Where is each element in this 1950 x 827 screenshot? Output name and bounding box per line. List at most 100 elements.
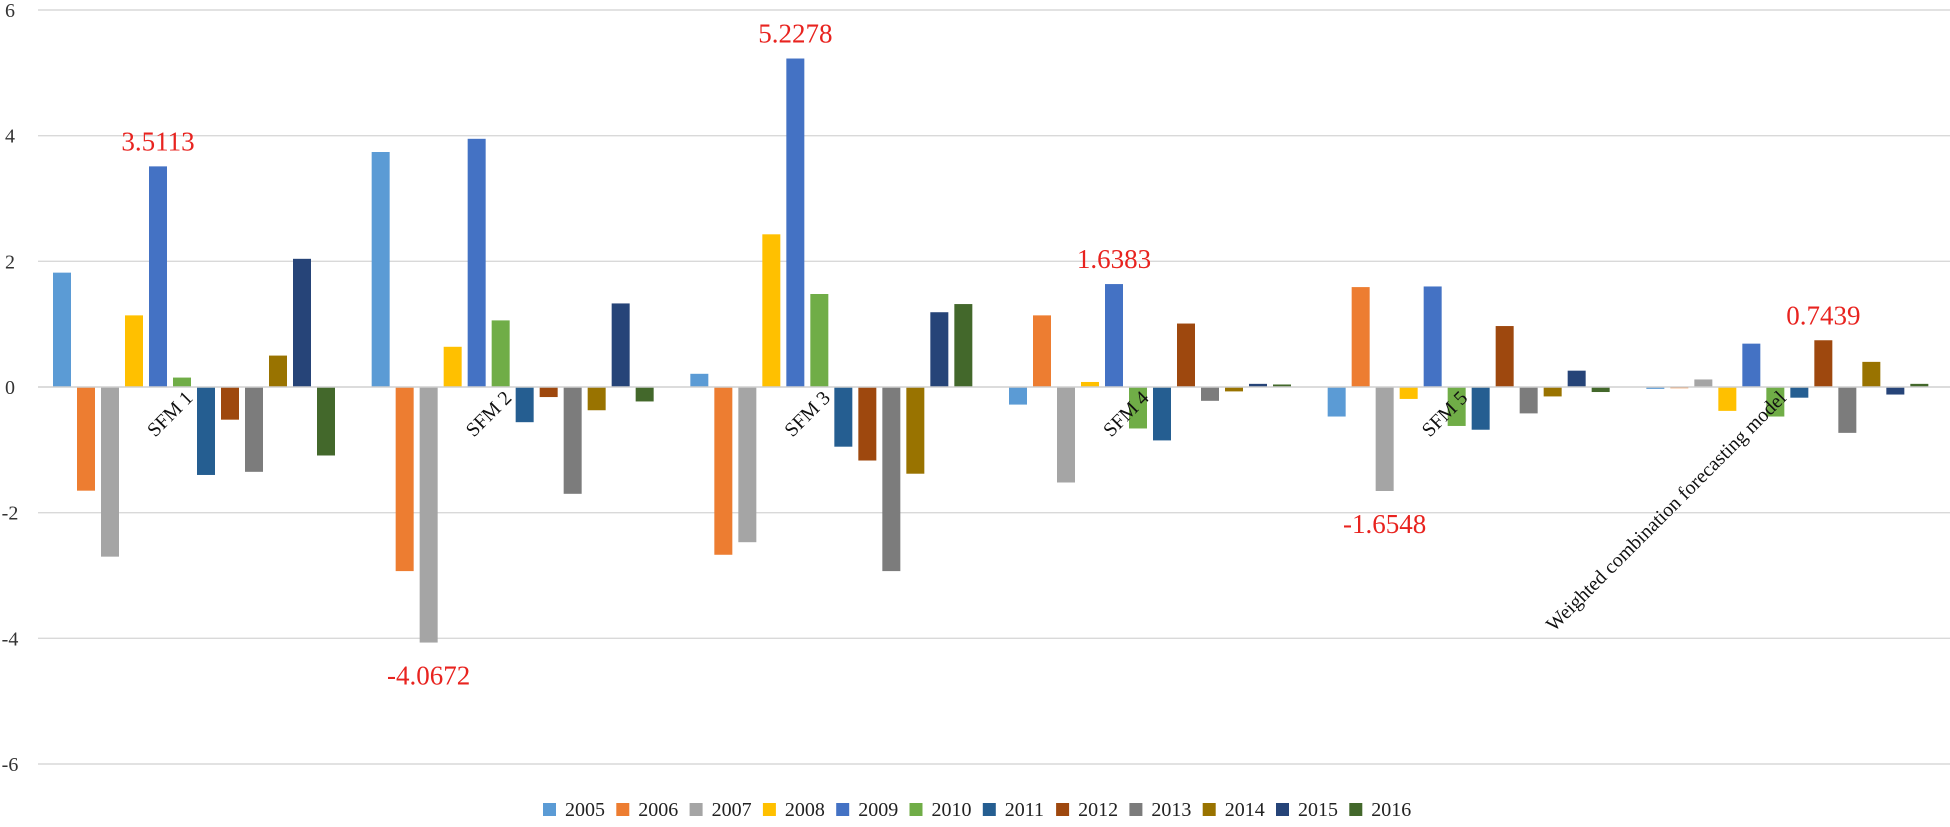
legend-label: 2008: [785, 799, 825, 821]
bar-2012-1: [221, 387, 239, 420]
legend-swatch-2007: [689, 803, 703, 816]
y-tick-label: -6: [2, 754, 19, 776]
y-tick-label: 6: [5, 0, 15, 22]
bar-2015-5: [1567, 370, 1586, 387]
bar-2010-1: [173, 377, 191, 387]
bar-2008-3: [762, 234, 781, 387]
bar-2011-4: [1153, 387, 1171, 441]
y-tick-label: -2: [2, 503, 19, 525]
bar-2011-1: [197, 387, 215, 475]
bar-2009-1: [149, 166, 167, 387]
legend-label: 2012: [1078, 799, 1118, 821]
bar-2011-5: [1471, 387, 1490, 430]
y-tick-label: 4: [5, 126, 15, 148]
bar-2015-3: [930, 312, 949, 387]
y-axis: 6 4 2 0 -2 -4 -6: [2, 0, 19, 776]
bar-2012-2: [539, 387, 558, 398]
legend-label: 2006: [638, 799, 678, 821]
bar-2016-2: [635, 387, 654, 402]
value-annotation: -1.6548: [1343, 509, 1426, 539]
bar-2010-5: [1447, 387, 1466, 426]
legend-swatch-2016: [1349, 803, 1363, 816]
bar-2009-6: [1742, 343, 1761, 387]
bar-2005-6: [1646, 387, 1665, 389]
bar-2011-3: [834, 387, 853, 447]
bar-2006-1: [77, 387, 95, 491]
bar-2007-5: [1375, 387, 1394, 491]
bar-2013-3: [882, 387, 901, 572]
bar-2014-6: [1862, 361, 1881, 387]
bar-2006-4: [1033, 315, 1051, 387]
value-annotation: 1.6383: [1077, 244, 1151, 274]
legend-label: 2014: [1225, 799, 1265, 821]
bar-2016-1: [317, 387, 335, 456]
bar-2012-3: [858, 387, 877, 461]
value-annotation: 0.7439: [1786, 300, 1860, 330]
legend-swatch-2014: [1202, 803, 1216, 816]
bar-2009-4: [1105, 284, 1123, 387]
bar-2011-6: [1790, 387, 1809, 398]
category-label: SFM 1: [143, 387, 197, 441]
bar-2015-2: [611, 303, 630, 387]
legend-label: 2016: [1371, 799, 1411, 821]
legend-label: 2015: [1298, 799, 1338, 821]
bar-2008-1: [125, 315, 143, 387]
legend-label: 2013: [1151, 799, 1191, 821]
legend-label: 2011: [1005, 799, 1044, 821]
bar-2007-6: [1694, 379, 1713, 387]
bar-2014-1: [269, 355, 287, 387]
bar-2009-2: [467, 138, 486, 387]
legend-swatch-2015: [1276, 803, 1289, 816]
bar-2010-2: [491, 320, 510, 387]
bar-2008-5: [1399, 387, 1418, 399]
legend-swatch-2011: [982, 803, 996, 816]
bar-2005-1: [53, 272, 71, 387]
bar-2012-4: [1177, 323, 1195, 387]
bar-2006-5: [1351, 287, 1370, 387]
bar-2005-5: [1327, 387, 1346, 417]
bar-2005-3: [690, 373, 709, 387]
y-tick-label: 0: [5, 377, 15, 399]
bar-2014-2: [587, 387, 606, 411]
value-annotation: 3.5113: [121, 126, 194, 156]
legend-swatch-2010: [909, 803, 923, 816]
legend-label: 2007: [712, 799, 752, 821]
legend-swatch-2008: [762, 803, 776, 816]
bar-2011-2: [515, 387, 534, 423]
bar-2016-5: [1591, 387, 1610, 393]
category-labels: SFM 1 SFM 2 SFM 3 SFM 4 SFM 5 Weighted combin…: [143, 387, 1791, 636]
bar-2007-3: [738, 387, 757, 543]
bar-2015-1: [293, 258, 311, 387]
legend-label: 2010: [932, 799, 972, 821]
bar-2013-5: [1519, 387, 1538, 414]
value-annotation: 5.2278: [758, 19, 832, 49]
annotations: 3.5113 -4.0672 5.2278 1.6383 -1.6548 0.7439: [121, 19, 1860, 691]
value-annotation: -4.0672: [387, 661, 470, 691]
legend-swatch-2013: [1129, 803, 1143, 816]
bar-2014-4: [1225, 387, 1243, 392]
bar-2010-3: [810, 294, 829, 387]
bar-2012-5: [1495, 326, 1514, 387]
bar-2009-3: [786, 58, 805, 388]
legend-label: 2005: [565, 799, 605, 821]
legend-swatch-2006: [616, 803, 630, 816]
category-label: SFM 2: [462, 387, 516, 441]
bar-2007-4: [1057, 387, 1075, 483]
bar-2007-2: [419, 387, 438, 643]
legend: 2005 2006 2007 2008 2009 2010 2011 2012 2013 2014…: [543, 799, 1411, 821]
bar-2013-2: [563, 387, 582, 494]
bar-2005-4: [1009, 387, 1027, 405]
y-tick-label: -4: [2, 628, 19, 650]
legend-swatch-2012: [1056, 803, 1070, 816]
gridlines: [38, 9, 1950, 765]
bar-2014-3: [906, 387, 925, 474]
bar-2013-1: [245, 387, 263, 472]
category-label: Weighted combination forecasting model: [1542, 387, 1791, 636]
bar-2016-4: [1273, 384, 1291, 387]
bar-2008-4: [1081, 381, 1099, 387]
bar-2006-3: [714, 387, 733, 555]
bar-2015-4: [1249, 383, 1267, 387]
category-label: SFM 3: [780, 387, 834, 441]
bar-2015-6: [1886, 387, 1905, 395]
